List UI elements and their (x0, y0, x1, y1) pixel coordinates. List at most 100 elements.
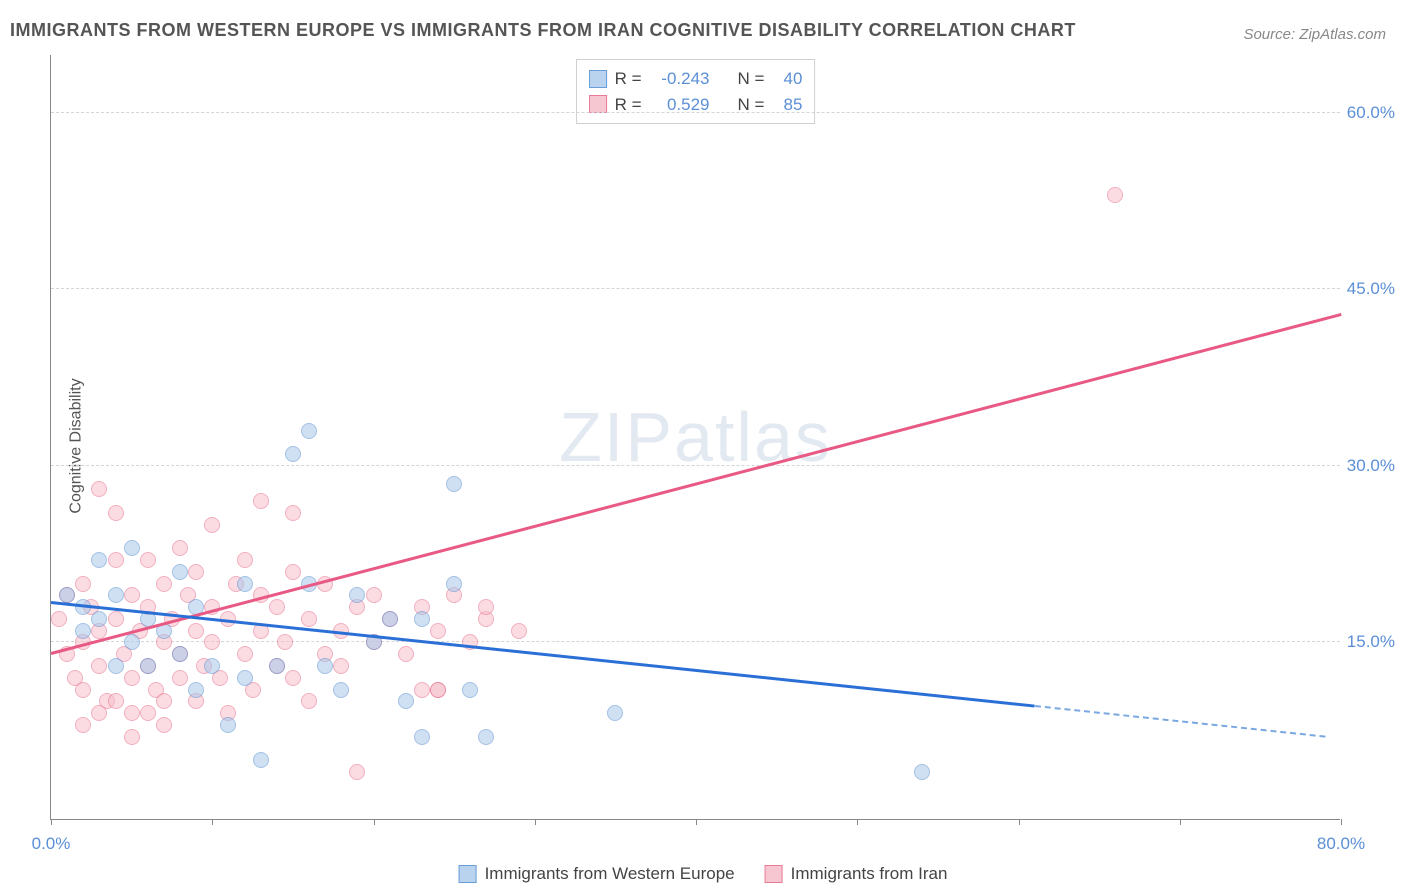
scatter-point-blue (172, 564, 188, 580)
scatter-point-blue (285, 446, 301, 462)
scatter-point-pink (204, 634, 220, 650)
n-label: N = (738, 66, 765, 92)
scatter-point-blue (204, 658, 220, 674)
scatter-point-pink (140, 552, 156, 568)
gridline: 30.0% (51, 465, 1340, 466)
scatter-point-pink (188, 564, 204, 580)
scatter-point-pink (237, 646, 253, 662)
scatter-point-pink (430, 682, 446, 698)
stats-legend: R = -0.243 N = 40 R = 0.529 N = 85 (576, 59, 816, 124)
scatter-point-pink (156, 717, 172, 733)
scatter-point-blue (172, 646, 188, 662)
scatter-point-pink (91, 481, 107, 497)
n-label: N = (738, 92, 765, 118)
n-value: 85 (772, 92, 802, 118)
n-value: 40 (772, 66, 802, 92)
scatter-point-pink (124, 705, 140, 721)
y-tick-label: 15.0% (1347, 632, 1395, 652)
legend-label: Immigrants from Iran (791, 864, 948, 884)
scatter-point-blue (333, 682, 349, 698)
scatter-point-blue (253, 752, 269, 768)
scatter-point-pink (124, 587, 140, 603)
scatter-point-pink (285, 505, 301, 521)
gridline: 60.0% (51, 112, 1340, 113)
scatter-point-blue (188, 682, 204, 698)
scatter-point-blue (301, 423, 317, 439)
scatter-point-pink (156, 693, 172, 709)
x-tick (51, 819, 52, 825)
scatter-point-pink (430, 623, 446, 639)
scatter-point-pink (140, 705, 156, 721)
scatter-point-blue (317, 658, 333, 674)
scatter-point-blue (124, 540, 140, 556)
scatter-point-pink (204, 517, 220, 533)
scatter-point-blue (75, 623, 91, 639)
chart-container: IMMIGRANTS FROM WESTERN EUROPE VS IMMIGR… (0, 0, 1406, 892)
scatter-point-blue (140, 658, 156, 674)
legend-swatch (765, 865, 783, 883)
r-value: -0.243 (650, 66, 710, 92)
scatter-point-blue (349, 587, 365, 603)
scatter-point-pink (75, 717, 91, 733)
y-tick-label: 30.0% (1347, 456, 1395, 476)
y-tick-label: 45.0% (1347, 279, 1395, 299)
stats-legend-row: R = 0.529 N = 85 (589, 92, 803, 118)
scatter-point-pink (91, 705, 107, 721)
scatter-point-blue (414, 611, 430, 627)
r-label: R = (615, 92, 642, 118)
scatter-point-blue (269, 658, 285, 674)
scatter-point-pink (414, 682, 430, 698)
scatter-point-pink (108, 693, 124, 709)
scatter-point-pink (172, 540, 188, 556)
scatter-point-pink (108, 505, 124, 521)
x-tick-label: 0.0% (32, 834, 71, 854)
x-tick (1341, 819, 1342, 825)
scatter-point-blue (124, 634, 140, 650)
x-tick (1180, 819, 1181, 825)
scatter-point-blue (446, 476, 462, 492)
x-tick (374, 819, 375, 825)
x-tick (696, 819, 697, 825)
r-value: 0.529 (650, 92, 710, 118)
scatter-point-pink (75, 576, 91, 592)
legend-swatch (589, 70, 607, 88)
scatter-point-pink (277, 634, 293, 650)
scatter-point-pink (124, 670, 140, 686)
scatter-point-pink (75, 682, 91, 698)
scatter-point-blue (91, 552, 107, 568)
scatter-point-blue (446, 576, 462, 592)
legend-label: Immigrants from Western Europe (485, 864, 735, 884)
scatter-point-blue (914, 764, 930, 780)
trendline-blue (1034, 705, 1324, 738)
scatter-point-blue (398, 693, 414, 709)
x-tick (535, 819, 536, 825)
scatter-point-pink (156, 576, 172, 592)
scatter-point-pink (285, 670, 301, 686)
scatter-point-blue (478, 729, 494, 745)
scatter-point-pink (51, 611, 67, 627)
scatter-point-blue (462, 682, 478, 698)
scatter-point-blue (237, 670, 253, 686)
x-tick (212, 819, 213, 825)
scatter-point-blue (382, 611, 398, 627)
scatter-point-pink (478, 599, 494, 615)
trendline-pink (51, 313, 1342, 654)
legend-swatch (459, 865, 477, 883)
chart-title: IMMIGRANTS FROM WESTERN EUROPE VS IMMIGR… (10, 20, 1076, 41)
scatter-point-pink (366, 587, 382, 603)
r-label: R = (615, 66, 642, 92)
scatter-point-blue (414, 729, 430, 745)
plot-area: ZIPatlas R =-0.243N =40R =0.529N =85 15.… (50, 55, 1340, 820)
x-tick (1019, 819, 1020, 825)
legend-swatch (589, 95, 607, 113)
scatter-point-pink (188, 623, 204, 639)
source-label: Source: ZipAtlas.com (1243, 26, 1386, 43)
x-tick (857, 819, 858, 825)
series-legend: Immigrants from Western Europe Immigrants… (459, 864, 948, 884)
scatter-point-blue (237, 576, 253, 592)
scatter-point-blue (91, 611, 107, 627)
scatter-point-blue (607, 705, 623, 721)
scatter-point-pink (237, 552, 253, 568)
scatter-point-pink (301, 693, 317, 709)
scatter-point-pink (1107, 187, 1123, 203)
